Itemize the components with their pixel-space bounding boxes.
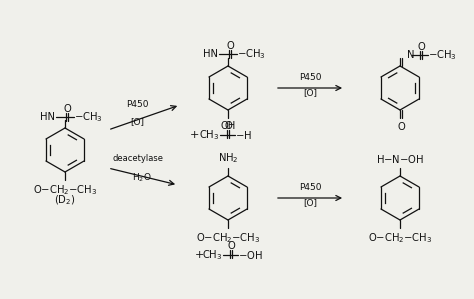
Text: CH$_3$: CH$_3$	[202, 248, 223, 262]
Text: NH$_2$: NH$_2$	[218, 151, 238, 165]
Text: CH$_3$: CH$_3$	[200, 128, 220, 142]
Text: $-$OH: $-$OH	[238, 249, 263, 261]
Text: HN: HN	[40, 112, 55, 122]
Text: [O]: [O]	[303, 198, 317, 207]
Text: P450: P450	[299, 183, 321, 192]
Text: deacetylase: deacetylase	[112, 154, 164, 163]
Text: O: O	[228, 241, 235, 251]
Text: N: N	[407, 50, 414, 60]
Text: P450: P450	[126, 100, 148, 109]
Text: H$_2$O: H$_2$O	[132, 172, 152, 184]
Text: O$-$CH$_2$$-$CH$_3$: O$-$CH$_2$$-$CH$_3$	[368, 231, 432, 245]
Text: O: O	[397, 122, 405, 132]
Text: +: +	[191, 130, 200, 140]
Text: OH: OH	[220, 121, 236, 131]
Text: (D$_2$): (D$_2$)	[54, 193, 76, 207]
Text: +: +	[195, 250, 205, 260]
Text: $-$H: $-$H	[235, 129, 252, 141]
Text: $-$CH$_3$: $-$CH$_3$	[237, 47, 266, 61]
Text: H$-$N$-$OH: H$-$N$-$OH	[376, 153, 424, 165]
Text: O: O	[417, 42, 425, 52]
Text: $-$CH$_3$: $-$CH$_3$	[74, 110, 103, 124]
Text: O: O	[226, 41, 234, 51]
Text: O: O	[64, 104, 71, 114]
Text: [O]: [O]	[303, 88, 317, 97]
Text: P450: P450	[299, 73, 321, 82]
Text: O$-$CH$_2$$-$CH$_3$: O$-$CH$_2$$-$CH$_3$	[33, 183, 97, 197]
Text: $-$CH$_3$: $-$CH$_3$	[428, 48, 457, 62]
Text: O$-$CH$_2$$-$CH$_3$: O$-$CH$_2$$-$CH$_3$	[196, 231, 260, 245]
Text: O: O	[224, 121, 232, 131]
Text: [O]: [O]	[130, 117, 144, 126]
Text: HN: HN	[203, 49, 218, 59]
